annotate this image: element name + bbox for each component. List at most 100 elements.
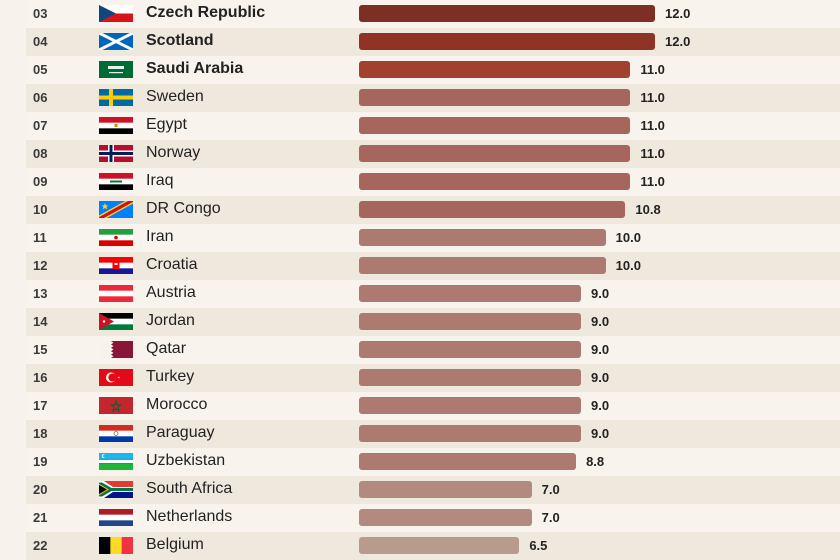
bar (359, 313, 581, 330)
rank-label: 10 (33, 202, 48, 217)
qatar-flag (99, 341, 133, 358)
country-label: Uzbekistan (146, 452, 226, 469)
bar (359, 145, 631, 162)
paraguay-flag (99, 425, 133, 442)
bar (359, 481, 532, 498)
rank-label: 03 (33, 6, 48, 21)
table-row: 15 Qatar 9.0 (26, 336, 840, 364)
country-label: Scotland (146, 32, 214, 49)
bar (359, 33, 655, 50)
bar (359, 5, 655, 22)
bar (359, 397, 581, 414)
country-label: Austria (146, 284, 196, 301)
scotland-flag (99, 33, 133, 50)
bar (359, 61, 631, 78)
rank-label: 20 (33, 482, 48, 497)
bar (359, 89, 631, 106)
table-row: 10 DR Congo 10.8 (26, 196, 840, 224)
bar (359, 257, 606, 274)
country-label: Iran (146, 228, 174, 245)
rank-label: 19 (33, 454, 48, 469)
table-row: 16 Turkey 9.0 (26, 364, 840, 392)
table-row: 04 Scotland 12.0 (26, 28, 840, 56)
value-label: 12.0 (665, 6, 691, 21)
country-label: Saudi Arabia (146, 60, 244, 77)
netherlands-flag (99, 509, 133, 526)
sweden-flag (99, 89, 133, 106)
country-label: Qatar (146, 340, 187, 357)
bar (359, 509, 532, 526)
rank-label: 06 (33, 90, 48, 105)
country-label: Norway (146, 144, 201, 161)
dr-congo-flag (99, 201, 133, 218)
jordan-flag (99, 313, 133, 330)
value-label: 10.0 (615, 230, 641, 245)
bar (359, 453, 577, 470)
country-label: DR Congo (146, 200, 221, 217)
table-row: 20 South Africa 7.0 (26, 476, 840, 504)
bar (359, 369, 581, 386)
country-label: Morocco (146, 396, 208, 413)
value-label: 9.0 (591, 398, 610, 413)
country-label: Croatia (146, 256, 198, 273)
uzbekistan-flag (99, 453, 133, 470)
norway-flag (99, 145, 133, 162)
bar (359, 341, 581, 358)
table-row: 12 Croatia 10.0 (26, 252, 840, 280)
rank-label: 09 (33, 174, 48, 189)
table-row: 08 Norway 11.0 (26, 140, 840, 168)
iraq-flag (99, 173, 133, 190)
rank-label: 18 (33, 426, 48, 441)
value-label: 11.0 (640, 118, 665, 133)
table-row: 14 Jordan 9.0 (26, 308, 840, 336)
bar (359, 285, 581, 302)
saudi-arabia-flag (99, 61, 133, 78)
value-label: 7.0 (541, 510, 560, 525)
country-label: Netherlands (146, 508, 233, 525)
value-label: 11.0 (640, 90, 665, 105)
rank-label: 12 (33, 258, 48, 273)
table-row: 21 Netherlands 7.0 (26, 504, 840, 532)
rank-label: 21 (33, 510, 48, 525)
iran-flag (99, 229, 133, 246)
country-label: Iraq (146, 172, 174, 189)
value-label: 11.0 (640, 174, 665, 189)
table-row: 17 Morocco 9.0 (26, 392, 840, 420)
south-africa-flag (99, 481, 133, 498)
rank-label: 08 (33, 146, 48, 161)
country-label: Jordan (146, 312, 195, 329)
czech-republic-flag (99, 5, 133, 22)
table-row: 05 Saudi Arabia 11.0 (26, 56, 840, 84)
rank-label: 17 (33, 398, 48, 413)
table-row: 19 Uzbekistan 8.8 (26, 448, 840, 476)
turkey-flag (99, 369, 133, 386)
rank-label: 15 (33, 342, 48, 357)
table-row: 11 Iran 10.0 (26, 224, 840, 252)
bar (359, 173, 631, 190)
belgium-flag (99, 537, 133, 554)
bar (359, 201, 626, 218)
table-row: 07 Egypt 11.0 (26, 112, 840, 140)
country-label: Turkey (146, 368, 195, 385)
value-label: 10.8 (635, 202, 661, 217)
country-label: Belgium (146, 536, 204, 553)
value-label: 6.5 (529, 538, 548, 553)
table-row: 03 Czech Republic 12.0 (26, 0, 840, 28)
table-row: 22 Belgium 6.5 (26, 532, 840, 560)
value-label: 11.0 (640, 146, 665, 161)
value-label: 8.8 (586, 454, 605, 469)
austria-flag (99, 285, 133, 302)
country-label: Paraguay (146, 424, 215, 441)
country-label: Czech Republic (146, 4, 266, 21)
country-label: Sweden (146, 88, 204, 105)
country-label: Egypt (146, 116, 187, 133)
bar (359, 425, 581, 442)
table-row: 13 Austria 9.0 (26, 280, 840, 308)
rank-label: 04 (33, 34, 48, 49)
rank-label: 13 (33, 286, 48, 301)
value-label: 9.0 (591, 286, 610, 301)
value-label: 9.0 (591, 370, 610, 385)
rank-label: 05 (33, 62, 48, 77)
rank-label: 16 (33, 370, 48, 385)
value-label: 10.0 (615, 258, 641, 273)
